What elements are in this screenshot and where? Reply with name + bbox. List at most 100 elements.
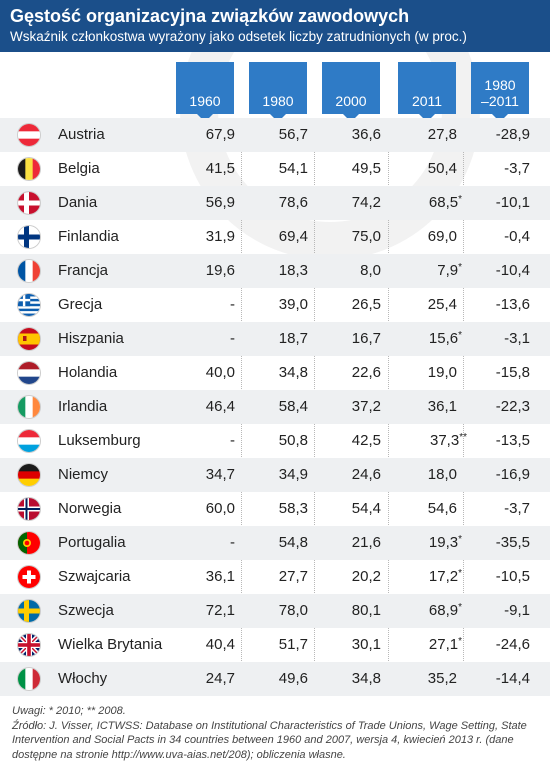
cell-1960: - bbox=[177, 296, 235, 313]
cell-1960: 60,0 bbox=[177, 500, 235, 517]
cell-value: -10,5 bbox=[495, 568, 530, 585]
country-name: Szwajcaria bbox=[58, 568, 131, 585]
cell-2000: 54,4 bbox=[323, 500, 381, 517]
country-name: Wielka Brytania bbox=[58, 636, 163, 653]
cell-value: 60,0 bbox=[205, 500, 235, 517]
cell-value: -14,4 bbox=[495, 670, 530, 687]
footnote-marker: * bbox=[458, 568, 462, 579]
country-name: Grecja bbox=[58, 296, 103, 313]
cell-value: - bbox=[230, 534, 235, 551]
cell-value: 26,5 bbox=[351, 296, 381, 313]
cell-value: 42,5 bbox=[351, 432, 381, 449]
luxembourg-flag-icon bbox=[18, 430, 40, 452]
cell-value: 25,4 bbox=[427, 296, 457, 313]
cell-value: 31,9 bbox=[205, 228, 235, 245]
cell-1980: 78,6 bbox=[250, 194, 308, 211]
cell-value: 34,9 bbox=[278, 466, 308, 483]
cell-1960: - bbox=[177, 432, 235, 449]
cell-1980-2011: -10,4 bbox=[472, 262, 530, 279]
cell-value: -13,6 bbox=[495, 296, 530, 313]
country-name: Francja bbox=[58, 262, 109, 279]
cell-1980: 18,7 bbox=[250, 330, 308, 347]
cell-1980-2011: -0,4 bbox=[472, 228, 530, 245]
footnote-marker: * bbox=[458, 636, 462, 647]
cell-2011: 7,9* bbox=[404, 262, 462, 279]
table-row: Austria 67,9 56,7 36,6 27,8 -28,9 bbox=[0, 118, 550, 152]
portugal-flag-icon bbox=[18, 532, 40, 554]
cell-1980-2011: -22,3 bbox=[472, 398, 530, 415]
table-row: Luksemburg - 50,8 42,5 37,3** -13,5 bbox=[0, 424, 550, 458]
cell-2000: 74,2 bbox=[323, 194, 381, 211]
cell-2000: 20,2 bbox=[323, 568, 381, 585]
cell-2011: 69,0 bbox=[399, 228, 457, 245]
cell-1980: 50,8 bbox=[250, 432, 308, 449]
cell-1960: 36,1 bbox=[177, 568, 235, 585]
cell-value: 16,7 bbox=[351, 330, 381, 347]
cell-2000: 80,1 bbox=[323, 602, 381, 619]
table-row: Szwecja 72,1 78,0 80,1 68,9* -9,1 bbox=[0, 594, 550, 628]
cell-2011: 50,4 bbox=[399, 160, 457, 177]
cell-2011: 19,3* bbox=[404, 534, 462, 551]
column-header-2: 1980 bbox=[249, 62, 307, 122]
cell-value: 58,3 bbox=[278, 500, 308, 517]
cell-value: 56,7 bbox=[278, 126, 308, 143]
cell-value: 54,8 bbox=[278, 534, 308, 551]
cell-1960: - bbox=[177, 534, 235, 551]
cell-value: 69,4 bbox=[278, 228, 308, 245]
cell-value: 17,2 bbox=[428, 568, 459, 585]
cell-value: 40,0 bbox=[205, 364, 235, 381]
cell-value: 36,1 bbox=[427, 398, 457, 415]
cell-value: -9,1 bbox=[504, 602, 530, 619]
table-row: Norwegia 60,0 58,3 54,4 54,6 -3,7 bbox=[0, 492, 550, 526]
table-row: Szwajcaria 36,1 27,7 20,2 17,2* -10,5 bbox=[0, 560, 550, 594]
country-name: Irlandia bbox=[58, 398, 108, 415]
footnote-marker: * bbox=[458, 534, 462, 545]
cell-2000: 16,7 bbox=[323, 330, 381, 347]
cell-value: 36,6 bbox=[351, 126, 381, 143]
cell-1980: 54,8 bbox=[250, 534, 308, 551]
italy-flag-icon bbox=[18, 668, 40, 690]
sweden-flag-icon bbox=[18, 600, 40, 622]
cell-2000: 75,0 bbox=[323, 228, 381, 245]
cell-2011: 68,5* bbox=[404, 194, 462, 211]
cell-value: 34,8 bbox=[351, 670, 381, 687]
cell-1960: 31,9 bbox=[177, 228, 235, 245]
cell-value: -10,1 bbox=[495, 194, 530, 211]
table-row: Finlandia 31,9 69,4 75,0 69,0 -0,4 bbox=[0, 220, 550, 254]
cell-2011: 54,6 bbox=[399, 500, 457, 517]
cell-2011: 68,9* bbox=[404, 602, 462, 619]
column-header-5: 1980 –2011 bbox=[471, 62, 529, 122]
country-name: Luksemburg bbox=[58, 432, 141, 449]
cell-value: - bbox=[230, 330, 235, 347]
cell-value: -10,4 bbox=[495, 262, 530, 279]
cell-value: 39,0 bbox=[278, 296, 308, 313]
cell-1980-2011: -10,5 bbox=[472, 568, 530, 585]
cell-value: 24,7 bbox=[205, 670, 235, 687]
germany-flag-icon bbox=[18, 464, 40, 486]
cell-2000: 49,5 bbox=[323, 160, 381, 177]
country-name: Norwegia bbox=[58, 500, 122, 517]
cell-1980: 58,3 bbox=[250, 500, 308, 517]
cell-1960: 24,7 bbox=[177, 670, 235, 687]
belgium-flag-icon bbox=[18, 158, 40, 180]
cell-1960: 67,9 bbox=[177, 126, 235, 143]
column-header-1: 1960 bbox=[176, 62, 234, 122]
cell-2011: 36,1 bbox=[399, 398, 457, 415]
cell-1980: 39,0 bbox=[250, 296, 308, 313]
cell-value: 54,1 bbox=[278, 160, 308, 177]
cell-value: 22,6 bbox=[351, 364, 381, 381]
country-name: Holandia bbox=[58, 364, 118, 381]
cell-value: 78,6 bbox=[278, 194, 308, 211]
cell-value: 50,8 bbox=[278, 432, 308, 449]
cell-1980-2011: -13,6 bbox=[472, 296, 530, 313]
cell-value: 36,1 bbox=[205, 568, 235, 585]
norway-flag-icon bbox=[18, 498, 40, 520]
cell-2000: 24,6 bbox=[323, 466, 381, 483]
cell-value: 24,6 bbox=[351, 466, 381, 483]
country-name: Portugalia bbox=[58, 534, 126, 551]
cell-value: -24,6 bbox=[495, 636, 530, 653]
cell-value: 49,5 bbox=[351, 160, 381, 177]
cell-1960: 41,5 bbox=[177, 160, 235, 177]
cell-value: 72,1 bbox=[205, 602, 235, 619]
cell-value: 40,4 bbox=[205, 636, 235, 653]
